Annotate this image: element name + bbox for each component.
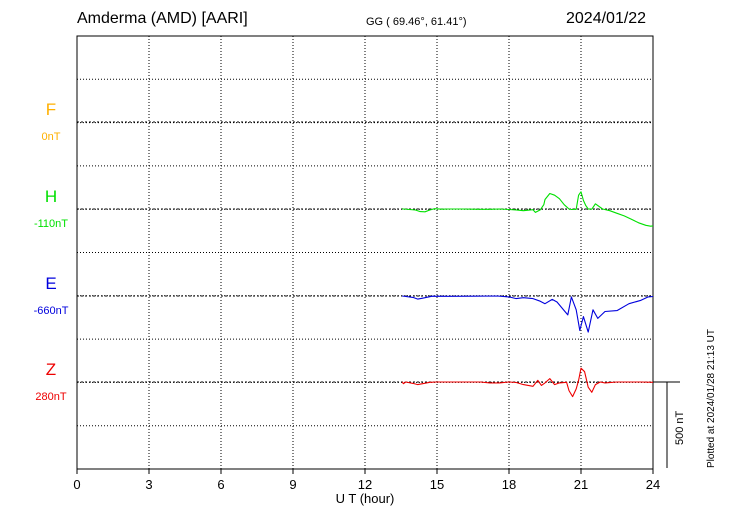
x-tick-label: 21 [574,477,588,492]
scale-bar-label: 500 nT [674,410,686,445]
x-tick-label: 0 [73,477,80,492]
baselines [77,121,653,383]
channel-baseline-h: -110nT [34,218,68,230]
plotted-timestamp: Plotted at 2024/01/28 21:13 UT [706,329,717,468]
scale-bar: 500 nT [653,381,686,468]
x-tick-label: 18 [502,477,516,492]
x-tick-label: 9 [289,477,296,492]
geo-coordinates: GG ( 69.46°, 61.41°) [366,16,467,28]
x-axis: 0 3 6 9 12 15 18 21 24 [73,469,660,492]
series-line-z [401,367,654,398]
series-lines [401,191,654,398]
x-tick-label: 12 [358,477,372,492]
series-line-h [402,191,654,227]
plot-date: 2024/01/22 [566,10,647,27]
channel-baseline-z: 280nT [35,391,66,403]
channel-name-h: H [45,187,57,206]
channel-name-f: F [46,100,56,119]
x-tick-label: 24 [646,477,660,492]
x-tick-label: 6 [217,477,224,492]
channel-name-e: E [45,274,56,293]
channel-baseline-e: -660nT [34,305,69,317]
x-tick-label: 15 [430,477,444,492]
series-line-e [402,295,654,333]
channel-labels: F 0nT H -110nT E -660nT Z 280nT [34,100,69,403]
station-title: Amderma (AMD) [AARI] [77,10,248,27]
channel-baseline-f: 0nT [42,131,61,143]
x-tick-label: 3 [145,477,152,492]
grid [77,36,653,469]
channel-name-z: Z [46,360,56,379]
x-axis-label: U T (hour) [336,491,395,506]
